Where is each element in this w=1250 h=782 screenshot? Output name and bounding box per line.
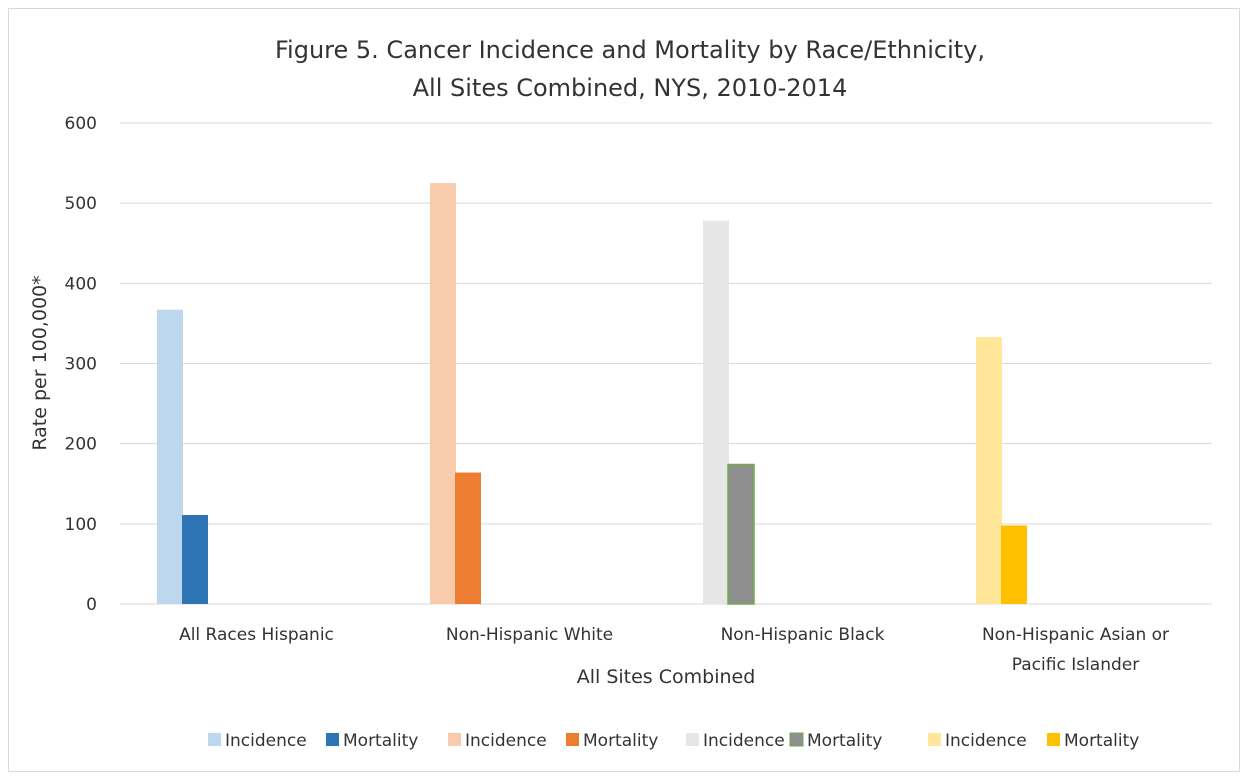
legend-label-incidence: Incidence (225, 731, 307, 751)
legend-swatch-incidence (686, 733, 699, 746)
legend-label-mortality: Mortality (343, 731, 418, 751)
legend: Incidence Mortality Incidence Mortality Inci… (208, 731, 1139, 751)
legend-swatch-mortality (566, 733, 579, 746)
y-tick-label: 200 (65, 435, 97, 455)
chart-title-line-1: Figure 5. Cancer Incidence and Mortality… (275, 36, 985, 64)
y-tick-label: 0 (86, 595, 97, 615)
x-axis-title: All Sites Combined (577, 666, 756, 688)
legend-label-incidence: Incidence (703, 731, 785, 751)
y-tick-label: 100 (65, 515, 97, 535)
bar-incidence-1 (430, 183, 456, 604)
chart-title-line-2: All Sites Combined, NYS, 2010-2014 (413, 74, 848, 102)
bars (157, 183, 1027, 605)
legend-swatch-mortality (789, 732, 804, 747)
y-tick-label: 500 (65, 194, 97, 214)
bar-incidence-2 (703, 220, 729, 604)
y-tick-label: 300 (65, 355, 97, 375)
legend-label-mortality: Mortality (583, 731, 658, 751)
bar-incidence-0 (157, 309, 183, 604)
y-axis-title: Rate per 100,000* (29, 275, 51, 450)
category-label: Non-Hispanic White (446, 625, 613, 645)
category-label: Non-Hispanic Black (721, 625, 885, 645)
legend-label-mortality: Mortality (1064, 731, 1139, 751)
chart-text: Figure 5. Cancer Incidence and Mortality… (29, 36, 985, 688)
bar-mortality-0 (182, 515, 208, 604)
category-label: Pacific Islander (1012, 655, 1139, 675)
legend-swatch-mortality (1047, 733, 1060, 746)
bar-incidence-3 (976, 337, 1002, 604)
legend-swatch-incidence (448, 733, 461, 746)
y-tick-label: 600 (65, 114, 97, 134)
bar-mortality-2 (727, 463, 755, 605)
legend-swatch-incidence (928, 733, 941, 746)
gridlines (120, 122, 1212, 605)
y-tick-label: 400 (65, 274, 97, 294)
category-labels: All Races Hispanic Non-Hispanic White Non-… (179, 625, 1169, 675)
legend-label-incidence: Incidence (465, 731, 547, 751)
chart-frame (8, 8, 1240, 772)
legend-label-mortality: Mortality (807, 731, 882, 751)
bar-mortality-1 (455, 472, 481, 604)
category-label: Non-Hispanic Asian or (982, 625, 1169, 645)
category-label: All Races Hispanic (179, 625, 334, 645)
legend-swatch-mortality (326, 733, 339, 746)
legend-swatch-incidence (208, 733, 221, 746)
legend-label-incidence: Incidence (945, 731, 1027, 751)
y-tick-labels: 0 100 200 300 400 500 600 (65, 114, 97, 615)
bar-mortality-3 (1001, 525, 1027, 604)
